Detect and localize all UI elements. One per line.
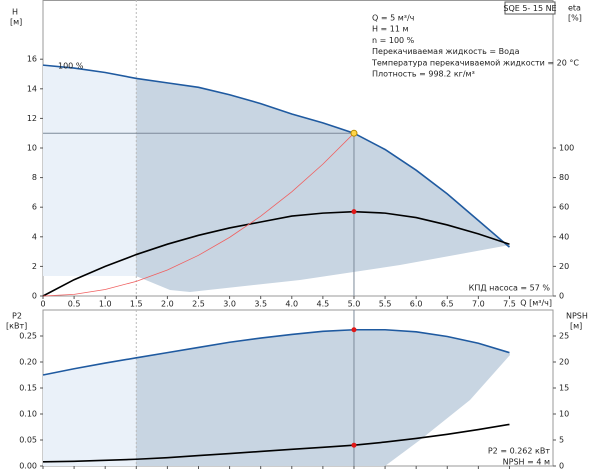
x-tick-label: 4.0 bbox=[285, 300, 298, 309]
operating-point bbox=[351, 209, 357, 215]
y-tick-label: 12 bbox=[27, 114, 37, 123]
x-tick-label: 5.0 bbox=[348, 300, 361, 309]
operating-point bbox=[350, 129, 358, 137]
y2-tick-label: 100 bbox=[559, 144, 574, 153]
y-tick-label: 0.20 bbox=[19, 358, 37, 367]
y-unit: [кВт] bbox=[6, 322, 27, 331]
y2-tick-label: 80 bbox=[559, 173, 569, 182]
x-tick-label: 3.5 bbox=[254, 300, 267, 309]
x-tick-label: 1.0 bbox=[99, 300, 112, 309]
y-tick-label: 14 bbox=[27, 84, 37, 93]
y-tick-label: 0.15 bbox=[19, 384, 37, 393]
info-line: P2 = 0.262 кВт bbox=[488, 447, 550, 456]
y-tick-label: 4 bbox=[32, 232, 37, 241]
y-tick-label: 10 bbox=[27, 144, 37, 153]
y-tick-label: 16 bbox=[27, 55, 37, 64]
y2-tick-label: 20 bbox=[559, 358, 569, 367]
y2-tick-label: 60 bbox=[559, 203, 569, 212]
x-tick-label: 7.5 bbox=[503, 300, 516, 309]
light-region bbox=[43, 357, 137, 466]
y2-label: eta bbox=[568, 4, 581, 13]
curve bbox=[42, 423, 510, 463]
y-tick-label: 0.10 bbox=[19, 410, 37, 419]
efficiency-label: КПД насоса = 57 % bbox=[469, 284, 551, 293]
curve bbox=[42, 328, 510, 376]
y2-tick-label: 0 bbox=[559, 292, 564, 301]
y2-tick-label: 0 bbox=[559, 462, 564, 471]
x-tick-label: 0.5 bbox=[68, 300, 81, 309]
y-tick-label: 0 bbox=[32, 292, 37, 301]
x-label: Q [м³/ч] bbox=[520, 299, 552, 308]
x-tick-label: 6.0 bbox=[410, 300, 423, 309]
y2-tick-label: 40 bbox=[559, 232, 569, 241]
y-tick-label: 6 bbox=[32, 203, 37, 212]
y2-tick-label: 10 bbox=[559, 410, 569, 419]
x-tick-label: 6.5 bbox=[441, 300, 454, 309]
y-label: P2 bbox=[12, 312, 22, 321]
y2-unit: [м] bbox=[570, 322, 582, 331]
y-tick-label: 8 bbox=[32, 173, 37, 182]
y-tick-label: 0.25 bbox=[19, 332, 37, 341]
info-line: NPSH = 4 м bbox=[503, 458, 550, 467]
y2-tick-label: 20 bbox=[559, 262, 569, 271]
y2-unit: [%] bbox=[568, 14, 582, 23]
speed-label: 100 % bbox=[58, 62, 84, 71]
y-tick-label: 0.05 bbox=[19, 436, 37, 445]
model-box bbox=[504, 1, 556, 15]
model: SQE 5- 15 NE bbox=[503, 4, 556, 13]
curve bbox=[42, 132, 355, 297]
y2-tick-label: 15 bbox=[559, 384, 569, 393]
y-label: H bbox=[12, 8, 18, 17]
y-unit: [м] bbox=[10, 18, 22, 27]
info-line: Q = 5 м³/ч bbox=[372, 14, 414, 23]
x-tick-label: 5.5 bbox=[379, 300, 392, 309]
info-line: n = 100 % bbox=[372, 36, 415, 45]
y2-label: NPSH bbox=[566, 312, 588, 321]
y-tick-label: 2 bbox=[32, 262, 37, 271]
operating-point bbox=[351, 327, 357, 333]
info-line: H = 11 м bbox=[372, 25, 409, 34]
operating-point bbox=[351, 442, 357, 448]
info-line: Плотность = 998.2 кг/м³ bbox=[372, 70, 475, 79]
x-tick-label: 3.0 bbox=[223, 300, 236, 309]
info-line: Перекачиваемая жидкость = Вода bbox=[372, 47, 520, 56]
x-tick-label: 0 bbox=[40, 300, 45, 309]
y2-tick-label: 25 bbox=[559, 332, 569, 341]
operating-region bbox=[136, 329, 510, 466]
y2-tick-label: 5 bbox=[559, 436, 564, 445]
operating-region bbox=[136, 78, 510, 292]
x-tick-label: 2.0 bbox=[161, 300, 174, 309]
info-line: Температура перекачиваемой жидкости = 20… bbox=[371, 58, 579, 67]
x-tick-label: 7.0 bbox=[472, 300, 485, 309]
curve bbox=[42, 210, 510, 297]
x-tick-label: 2.5 bbox=[192, 300, 205, 309]
y-tick-label: 0.00 bbox=[19, 462, 37, 471]
x-tick-label: 4.5 bbox=[317, 300, 330, 309]
x-tick-label: 1.5 bbox=[130, 300, 143, 309]
curve bbox=[42, 64, 510, 248]
light-region bbox=[43, 65, 137, 277]
